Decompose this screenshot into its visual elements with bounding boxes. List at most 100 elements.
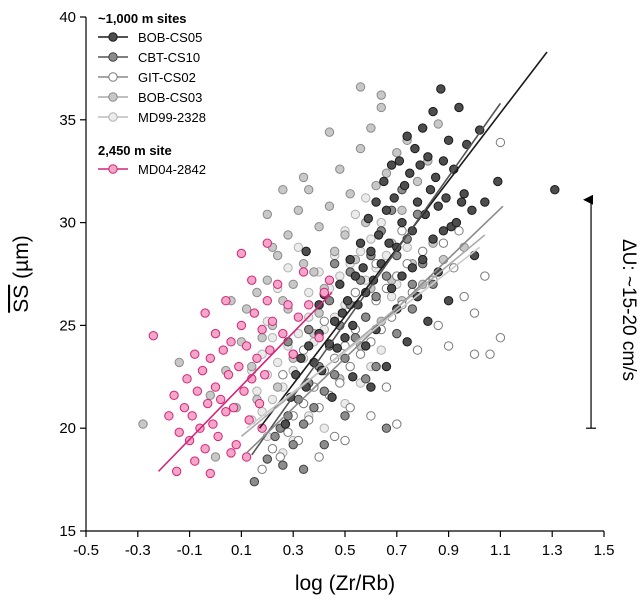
data-point: [381, 382, 392, 392]
data-point: [324, 296, 335, 306]
data-point: [371, 180, 381, 191]
data-point: [241, 304, 252, 314]
fit-line: [240, 234, 486, 438]
data-point: [436, 84, 446, 94]
y-tick-label: 35: [59, 112, 76, 129]
data-point: [283, 300, 293, 310]
data-point: [402, 242, 412, 252]
data-point: [265, 345, 275, 355]
data-point: [210, 452, 221, 462]
data-point: [381, 423, 392, 433]
data-point: [397, 205, 407, 215]
data-point: [454, 102, 464, 113]
legend-marker: [108, 164, 118, 174]
data-point: [288, 349, 298, 359]
data-point: [376, 102, 386, 113]
data-point: [495, 137, 506, 148]
data-point: [262, 238, 272, 248]
data-point: [402, 337, 412, 347]
regression-lines: [157, 51, 548, 472]
data-point: [239, 386, 249, 396]
data-point: [384, 238, 394, 248]
data-point: [443, 296, 454, 306]
data-point: [293, 242, 304, 252]
data-point: [329, 259, 340, 269]
legend: ~1,000 m sites BOB-CS05 CBT-CS10 GIT-CS02 BO…: [98, 11, 206, 177]
x-tick-label: 1.1: [490, 542, 511, 559]
data-point: [376, 217, 386, 228]
data-point: [257, 464, 267, 475]
data-point: [340, 333, 350, 343]
data-point: [244, 415, 254, 425]
data-point: [174, 427, 184, 438]
data-point: [340, 411, 350, 421]
data-point: [335, 378, 345, 388]
data-point: [394, 156, 405, 166]
data-point: [215, 394, 226, 405]
data-point: [241, 341, 252, 351]
data-point: [319, 287, 329, 298]
data-point: [252, 353, 262, 363]
y-tick-label: 25: [59, 317, 76, 334]
data-point: [324, 201, 335, 211]
data-point: [223, 370, 234, 380]
data-point: [355, 349, 366, 359]
data-point: [260, 370, 270, 380]
data-point: [319, 423, 329, 433]
y-tick-label: 20: [59, 420, 76, 437]
data-point: [423, 316, 433, 326]
data-point: [262, 454, 272, 464]
data-point: [433, 320, 443, 331]
data-point: [283, 263, 293, 273]
data-point: [293, 312, 304, 322]
data-point: [480, 271, 490, 281]
data-point: [376, 90, 386, 100]
axes: [85, 17, 604, 532]
data-point: [381, 271, 392, 281]
data-point: [441, 193, 451, 203]
data-point: [467, 205, 477, 215]
data-point: [247, 361, 257, 372]
data-point: [324, 275, 335, 285]
data-point: [361, 374, 371, 384]
data-point: [190, 456, 200, 466]
data-point: [203, 398, 213, 409]
fit-line: [246, 246, 481, 429]
data-point: [148, 330, 159, 341]
data-point: [298, 267, 309, 277]
data-point: [485, 349, 495, 359]
data-point: [361, 193, 371, 203]
legend-heading: 2,450 m site: [98, 143, 172, 158]
data-point: [190, 349, 200, 359]
legend-heading: ~1,000 m sites: [98, 11, 187, 26]
data-point: [283, 427, 293, 438]
data-point: [428, 234, 438, 244]
data-point: [221, 407, 231, 417]
data-point: [319, 439, 329, 450]
data-point: [234, 361, 244, 372]
data-point: [348, 372, 358, 382]
data-point: [205, 390, 216, 401]
data-point: [226, 448, 236, 458]
data-point: [350, 271, 361, 281]
data-point: [304, 300, 314, 310]
data-point: [278, 185, 288, 195]
data-point: [371, 361, 381, 372]
data-point: [304, 341, 314, 351]
data-point: [327, 392, 337, 403]
legend-label: BOB-CS05: [138, 30, 202, 45]
data-point: [358, 263, 368, 273]
data-point: [171, 466, 182, 477]
data-point: [433, 201, 443, 211]
data-point: [182, 374, 192, 384]
data-point: [283, 411, 293, 421]
data-point: [298, 419, 309, 429]
data-point: [430, 172, 441, 183]
data-point: [329, 370, 340, 380]
data-point: [451, 217, 462, 228]
data-point: [329, 246, 340, 257]
data-point: [241, 452, 252, 462]
data-point: [459, 189, 469, 199]
data-point: [205, 353, 216, 363]
data-point: [366, 382, 376, 392]
